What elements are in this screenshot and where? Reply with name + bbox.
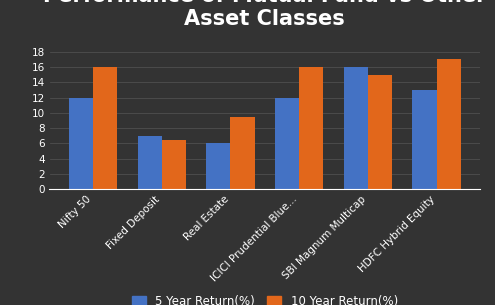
Bar [299, 67, 323, 189]
Bar [368, 75, 392, 189]
Bar [138, 136, 162, 189]
Bar [69, 98, 93, 189]
Bar [437, 59, 460, 189]
Bar [275, 98, 299, 189]
Bar [93, 67, 117, 189]
Title: Performance of Mutual Fund vs Other
Asset Classes: Performance of Mutual Fund vs Other Asse… [43, 0, 487, 30]
Legend: 5 Year Return(%), 10 Year Return(%): 5 Year Return(%), 10 Year Return(%) [126, 289, 404, 305]
Bar [206, 143, 231, 189]
Bar [162, 140, 186, 189]
Bar [344, 67, 368, 189]
Bar [412, 90, 437, 189]
Bar [231, 117, 254, 189]
